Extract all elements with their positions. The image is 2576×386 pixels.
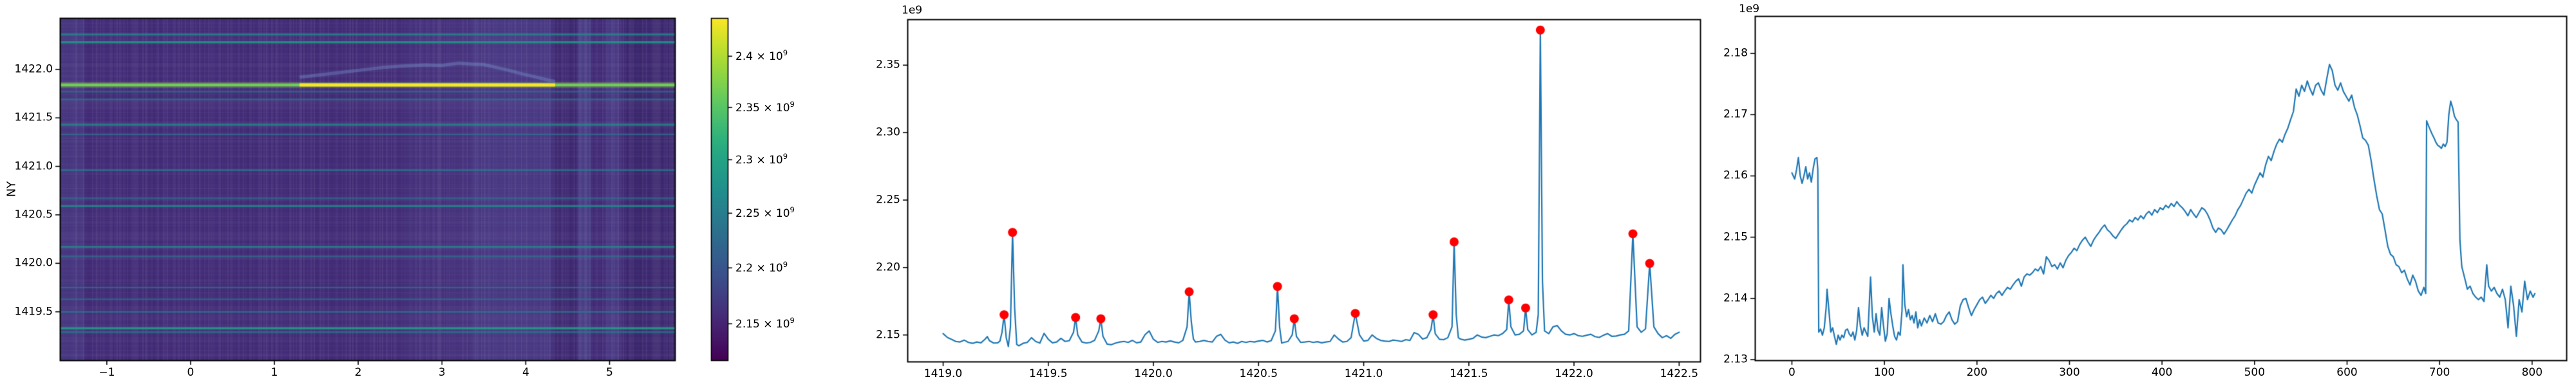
- plots-canvas: [0, 0, 2576, 386]
- matplotlib-figure: NY 1e9 1e9 −1 0 1 2 3 4 5 1419.5 1420.0 1420.5 142…: [0, 0, 2576, 386]
